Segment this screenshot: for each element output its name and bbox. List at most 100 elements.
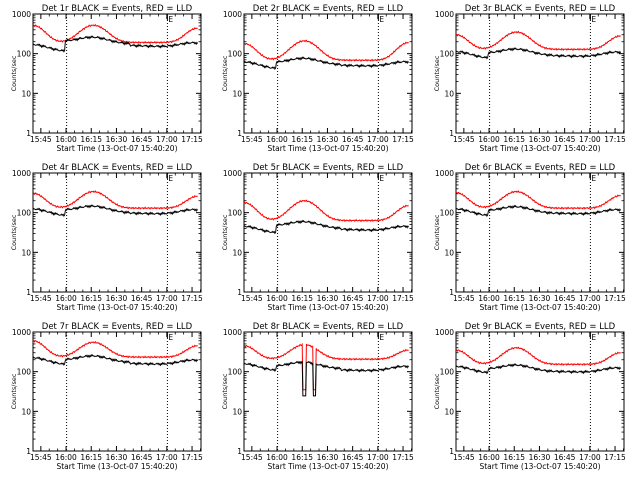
y-axis-label: Counts/sec	[221, 55, 229, 91]
y-tick-label: 1000	[223, 169, 242, 178]
x-axis-label: Start Time (13-Oct-07 15:40:20)	[267, 462, 388, 471]
x-tick-label: 15:45	[241, 453, 263, 462]
lld-series-line	[455, 30, 621, 52]
y-tick-label: 1	[237, 129, 242, 138]
x-tick-label: 16:45	[554, 294, 576, 303]
x-tick-label: 15:45	[241, 294, 263, 303]
x-tick-label: 16:45	[342, 453, 364, 462]
y-tick-label: 10	[444, 89, 454, 98]
y-tick-label: 1	[237, 288, 242, 297]
x-tick-label: 16:00	[55, 453, 77, 462]
x-tick-label: 16:45	[554, 135, 576, 144]
x-tick-label: 15:45	[30, 294, 52, 303]
y-tick-label: 100	[228, 368, 243, 377]
x-tick-label: 16:30	[529, 453, 551, 462]
events-series-line	[32, 204, 199, 217]
x-tick-label: 17:15	[392, 453, 414, 462]
y-axis-label: Counts/sec	[433, 55, 441, 91]
x-tick-label: 15:45	[453, 135, 475, 144]
events-series-line	[455, 204, 622, 217]
e-marker-label: E	[591, 333, 596, 342]
y-tick-label: 1000	[12, 169, 31, 178]
e-marker-label: E	[168, 15, 173, 24]
y-tick-label: 100	[17, 50, 32, 59]
x-tick-label: 16:15	[80, 294, 102, 303]
x-axis-label: Start Time (13-Oct-07 15:40:20)	[479, 144, 600, 153]
y-axis-label: Counts/sec	[221, 214, 229, 250]
x-tick-label: 16:30	[106, 453, 128, 462]
x-tick-label: 16:00	[266, 294, 288, 303]
e-marker-label: E	[168, 174, 173, 183]
plot-frame	[32, 13, 202, 134]
x-tick-label: 17:15	[181, 294, 203, 303]
y-tick-label: 1	[26, 288, 31, 297]
x-tick-label: 16:00	[478, 294, 500, 303]
x-tick-label: 16:45	[131, 135, 153, 144]
x-tick-label: 16:45	[131, 294, 153, 303]
y-tick-label: 1000	[435, 169, 454, 178]
events-series-line	[455, 47, 622, 60]
x-tick-label: 17:15	[392, 294, 414, 303]
e-marker-label: E	[591, 15, 596, 24]
panel-title: Det 4r BLACK = Events, RED = LLD	[42, 163, 193, 173]
x-tick-label: 17:15	[181, 453, 203, 462]
plot-frame	[455, 172, 625, 293]
x-tick-label: 15:45	[30, 135, 52, 144]
y-tick-label: 100	[440, 50, 455, 59]
events-series-line	[32, 35, 199, 53]
y-tick-label: 100	[440, 209, 455, 218]
x-tick-label: 16:15	[291, 453, 313, 462]
x-tick-label: 16:00	[55, 294, 77, 303]
x-axis-label: Start Time (13-Oct-07 15:40:20)	[267, 303, 388, 312]
events-series-line	[243, 56, 410, 70]
x-tick-label: 15:45	[30, 453, 52, 462]
plot-frame	[243, 172, 413, 293]
y-tick-label: 100	[17, 368, 32, 377]
x-axis-label: Start Time (13-Oct-07 15:40:20)	[56, 303, 177, 312]
panel-title: Det 2r BLACK = Events, RED = LLD	[253, 4, 404, 14]
x-tick-label: 16:15	[503, 294, 525, 303]
y-tick-label: 1	[237, 447, 242, 456]
e-marker-label: E	[379, 174, 384, 183]
x-tick-label: 16:15	[291, 135, 313, 144]
x-tick-label: 16:15	[291, 294, 313, 303]
y-tick-label: 1000	[223, 328, 242, 337]
x-tick-label: 17:00	[367, 294, 389, 303]
y-tick-label: 1000	[223, 10, 242, 19]
e-marker-label: E	[379, 333, 384, 342]
x-tick-label: 16:15	[503, 135, 525, 144]
plot-frame	[243, 331, 413, 452]
lld-series-line	[32, 23, 198, 45]
x-tick-label: 16:45	[342, 135, 364, 144]
plot-frame	[455, 331, 625, 452]
x-tick-label: 16:45	[554, 453, 576, 462]
panel-title: Det 8r BLACK = Events, RED = LLD	[253, 322, 404, 332]
e-marker-label: E	[168, 333, 173, 342]
x-tick-label: 16:45	[342, 294, 364, 303]
y-tick-label: 10	[21, 89, 31, 98]
lld-series-line	[32, 339, 198, 359]
x-tick-label: 16:00	[266, 135, 288, 144]
x-tick-label: 16:00	[478, 453, 500, 462]
x-axis-label: Start Time (13-Oct-07 15:40:20)	[479, 303, 600, 312]
x-tick-label: 17:00	[579, 135, 601, 144]
x-tick-label: 17:00	[156, 135, 178, 144]
x-tick-label: 16:00	[478, 135, 500, 144]
x-axis-label: Start Time (13-Oct-07 15:40:20)	[56, 144, 177, 153]
y-axis-label: Counts/sec	[433, 373, 441, 409]
x-tick-label: 17:00	[579, 453, 601, 462]
e-marker-label: E	[379, 15, 384, 24]
lld-series-line	[243, 39, 409, 63]
y-tick-label: 10	[444, 248, 454, 257]
x-tick-label: 17:15	[392, 135, 414, 144]
x-tick-label: 16:00	[55, 135, 77, 144]
y-axis-label: Counts/sec	[221, 373, 229, 409]
panel-title: Det 7r BLACK = Events, RED = LLD	[42, 322, 193, 332]
x-tick-label: 17:00	[156, 294, 178, 303]
x-tick-label: 16:15	[503, 453, 525, 462]
